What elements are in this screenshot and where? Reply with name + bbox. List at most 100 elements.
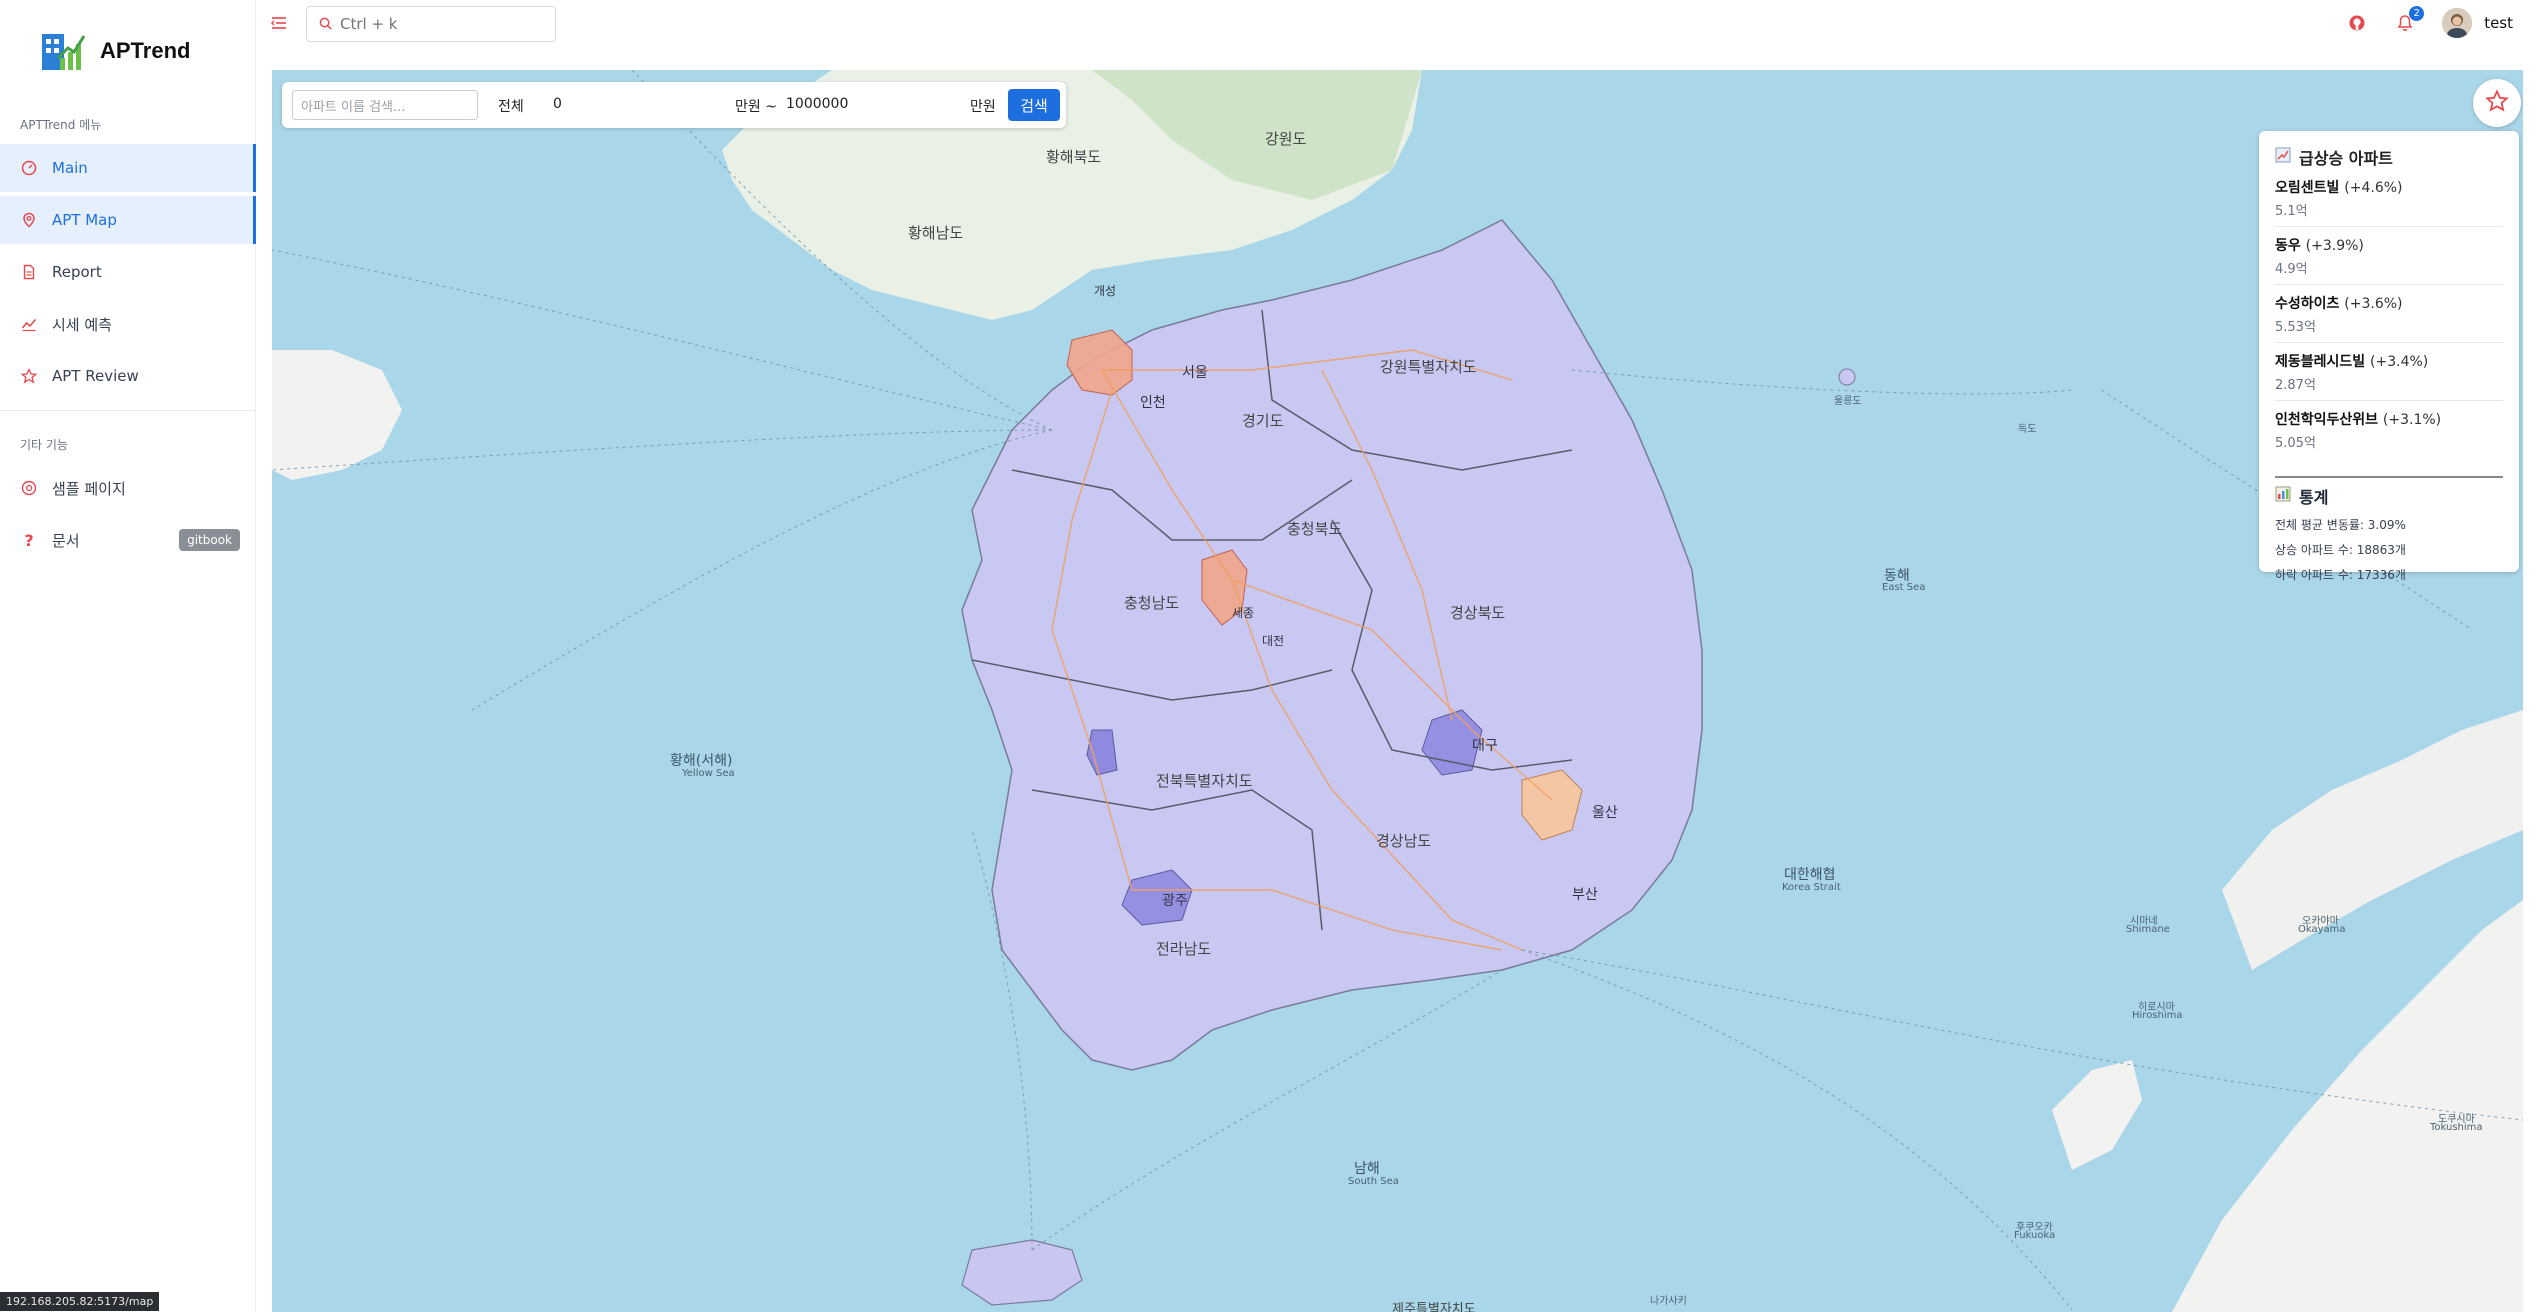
rising-item[interactable]: 인천학익두산위브 (+3.1%) 5.05억 [2275, 401, 2503, 458]
map-label-seoul: 서울 [1182, 365, 1208, 381]
nav-main-label: Main [52, 159, 88, 177]
rising-title-text: 급상승 아파트 [2299, 149, 2393, 168]
avatar [2442, 8, 2473, 38]
nav-apt-map[interactable]: APT Map [0, 196, 256, 244]
question-icon: ? [24, 530, 34, 550]
menu-section-label: APTTrend 메뉴 [20, 118, 102, 132]
map-label-daegu: 대구 [1472, 738, 1498, 754]
map-label-hwanghae-n: 황해북도 [1046, 148, 1102, 166]
github-icon[interactable] [2346, 12, 2368, 34]
map-label-gaeseong: 개성 [1094, 284, 1117, 298]
rising-item-name: 동우 [2275, 238, 2301, 254]
stat-down-count: 하락 아파트 수: 17336개 [2275, 568, 2406, 582]
rising-item-name: 오림센트빌 [2275, 180, 2340, 196]
status-bar-url: 192.168.205.82:5173/map [0, 1292, 160, 1311]
map-label-ulsan: 울산 [1592, 805, 1618, 821]
global-search[interactable] [306, 6, 556, 42]
map-label-shimane-en: Shimane [2126, 924, 2170, 935]
map-label-fukuoka-en: Fukuoka [2014, 1230, 2056, 1241]
rising-item-pct: (+3.6%) [2344, 296, 2403, 312]
map-label-tokushima: 도쿠시마 [2438, 1114, 2475, 1125]
rising-item[interactable]: 동우 (+3.9%) 4.9억 [2275, 227, 2503, 285]
nav-sample-page-label: 샘플 페이지 [52, 479, 126, 498]
map-label-gyeongbuk: 경상북도 [1450, 604, 1506, 622]
rising-item[interactable]: 오림센트빌 (+4.6%) 5.1억 [2275, 169, 2503, 227]
rising-item-pct: (+4.6%) [2344, 180, 2403, 196]
sidebar-divider [0, 410, 256, 411]
map-label-nagasaki: 나가사키 [1650, 1296, 1687, 1307]
map-label-shimane: 시마네 [2130, 916, 2158, 927]
rising-apartments-panel: 급상승 아파트 오림센트빌 (+4.6%) 5.1억 동우 (+3.9%) 4.… [2259, 131, 2519, 582]
nav-apt-review[interactable]: APT Review [0, 352, 256, 400]
nav-report-label: Report [52, 263, 102, 281]
rising-item[interactable]: 제동블레시드빌 (+3.4%) 2.87억 [2275, 343, 2503, 401]
map-label-busan: 부산 [1572, 887, 1598, 903]
stat-avg-change: 전체 평균 변동률: 3.09% [2275, 518, 2406, 532]
rising-item-pct: (+3.4%) [2370, 354, 2429, 370]
nav-docs-label: 문서 [52, 531, 80, 550]
stats-title-text: 통계 [2299, 488, 2329, 507]
map-label-south-sea-en: South Sea [1348, 1176, 1399, 1187]
map-label-korea-strait: 대한해협 [1784, 867, 1836, 883]
map-label-tokushima-en: Tokushima [2430, 1122, 2483, 1133]
apt-name-search-input[interactable]: 아파트 이름 검색... [292, 90, 478, 120]
star-icon [20, 367, 38, 385]
map-label-jeonnam: 전라남도 [1156, 940, 1212, 958]
gitbook-badge[interactable]: gitbook [179, 529, 240, 551]
nav-price-forecast-label: 시세 예측 [52, 315, 112, 334]
min-price-input[interactable]: 0 [553, 96, 562, 112]
search-icon [319, 15, 332, 34]
map-label-gangwon-s: 강원특별자치도 [1380, 358, 1477, 376]
map-label-gangwon-nk: 강원도 [1265, 130, 1307, 148]
unit-to-label: 만원 [970, 99, 996, 115]
nav-docs[interactable]: ? 문서 gitbook [0, 516, 256, 564]
nav-main[interactable]: Main [0, 144, 256, 192]
trend-chart-icon [2275, 147, 2291, 167]
map-label-hwanghae-s: 황해남도 [908, 224, 964, 242]
map-label-dokdo: 독도 [2018, 424, 2037, 435]
global-search-input[interactable] [340, 15, 540, 33]
rising-item-price: 5.05억 [2275, 436, 2316, 451]
map-label-ulleungdo: 울릉도 [1834, 396, 1862, 407]
app-name: APTrend [100, 38, 191, 63]
stats-title: 통계 [2275, 476, 2503, 508]
map-label-sejong: 세종 [1232, 606, 1255, 620]
rising-item[interactable]: 수성하이츠 (+3.6%) 5.53억 [2275, 285, 2503, 343]
menu-toggle-icon[interactable] [270, 14, 288, 32]
logo[interactable]: APTrend [40, 28, 190, 74]
rising-item-name: 제동블레시드빌 [2275, 354, 2366, 370]
map-pin-icon [20, 211, 38, 229]
map-label-okayama: 오카야마 [2302, 916, 2339, 927]
map-label-incheon: 인천 [1140, 395, 1166, 411]
user-name: test [2484, 14, 2513, 32]
stat-up-count: 상승 아파트 수: 18863개 [2275, 543, 2406, 557]
map-label-chungbuk: 충청북도 [1287, 520, 1343, 538]
map-label-east-sea-en: East Sea [1882, 582, 1926, 593]
user-menu[interactable]: test [2442, 8, 2513, 38]
nav-report[interactable]: Report [0, 248, 256, 296]
map-label-jeonbuk: 전북특별자치도 [1156, 772, 1253, 790]
document-icon [20, 263, 38, 281]
map-label-daejeon: 대전 [1262, 634, 1285, 648]
bell-icon[interactable]: 2 [2394, 6, 2425, 34]
map-label-hiroshima: 히로시마 [2138, 1002, 2175, 1013]
top-header: 2 test [256, 0, 2543, 46]
rising-title: 급상승 아파트 [2275, 145, 2503, 169]
max-price-input[interactable]: 1000000 [786, 96, 849, 112]
search-button[interactable]: 검색 [1008, 89, 1060, 121]
rising-item-name: 수성하이츠 [2275, 296, 2340, 312]
nav-sample-page[interactable]: 샘플 페이지 [0, 464, 256, 512]
nav-price-forecast[interactable]: 시세 예측 [0, 300, 256, 348]
rising-item-pct: (+3.9%) [2305, 238, 2364, 254]
map-label-okayama-en: Okayama [2298, 924, 2346, 935]
apt-map[interactable]: 강원도 황해북도 황해남도 개성 강원특별자치도 경기도 서울 인천 충청북도 … [272, 70, 2523, 1312]
map-label-gyeonggi: 경기도 [1242, 412, 1284, 430]
favorite-button[interactable] [2473, 79, 2521, 127]
unit-from-label: 만원 ~ [735, 99, 777, 115]
map-label-chungnam: 충청남도 [1124, 594, 1180, 612]
nav-apt-map-label: APT Map [52, 211, 117, 229]
scope-label: 전체 [498, 99, 524, 115]
rising-item-pct: (+3.1%) [2382, 412, 2442, 428]
rising-item-price: 5.53억 [2275, 320, 2316, 335]
line-chart-icon [20, 315, 38, 333]
